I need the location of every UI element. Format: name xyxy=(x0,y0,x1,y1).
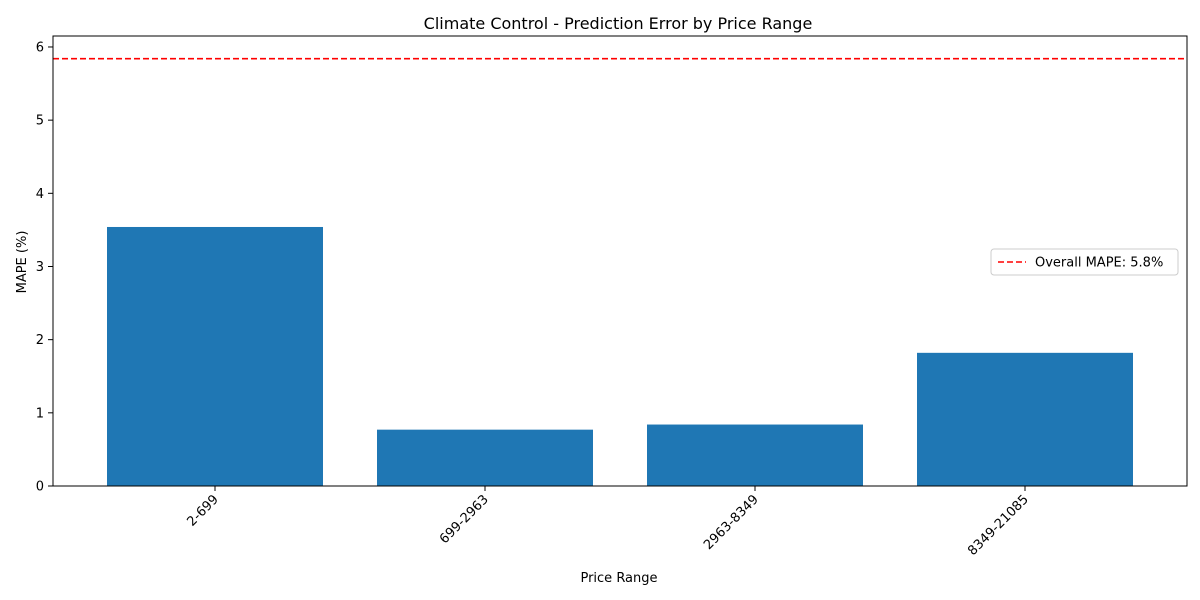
x-tick-label-2963-8349: 2963-8349 xyxy=(701,492,762,553)
legend-box xyxy=(990,248,1179,276)
bar-699-2963 xyxy=(377,429,593,486)
bar-2-699 xyxy=(107,226,323,486)
plot-area xyxy=(52,35,1188,487)
y-tick-label-1: 1 xyxy=(36,406,44,421)
legend-label: Overall MAPE: 5.8% xyxy=(1035,256,1163,271)
x-axis-label: Price Range xyxy=(580,571,657,586)
y-tick-label-2: 2 xyxy=(36,333,44,348)
y-tick-label-4: 4 xyxy=(36,187,44,202)
y-tick-label-5: 5 xyxy=(36,114,44,129)
y-axis: 0 1 2 3 4 5 6 xyxy=(36,40,53,495)
x-tick-label-8349-21085: 8349-21085 xyxy=(965,492,1032,559)
bar-2963-8349 xyxy=(647,424,863,486)
y-tick-label-0: 0 xyxy=(36,480,44,495)
x-tick-label-699-2963: 699-2963 xyxy=(437,492,492,547)
y-tick-label-3: 3 xyxy=(36,260,44,275)
y-axis-label: MAPE (%) xyxy=(15,231,30,294)
chart-title: Climate Control - Prediction Error by Pr… xyxy=(424,14,813,33)
plot-frame xyxy=(52,35,1188,487)
legend: Overall MAPE: 5.8% xyxy=(990,248,1179,276)
x-tick-label-2-699: 2-699 xyxy=(185,492,222,529)
bar-8349-21085 xyxy=(917,352,1133,486)
x-axis: 2-699 699-2963 2963-8349 8349-21085 xyxy=(185,486,1032,559)
y-tick-label-6: 6 xyxy=(36,40,44,55)
